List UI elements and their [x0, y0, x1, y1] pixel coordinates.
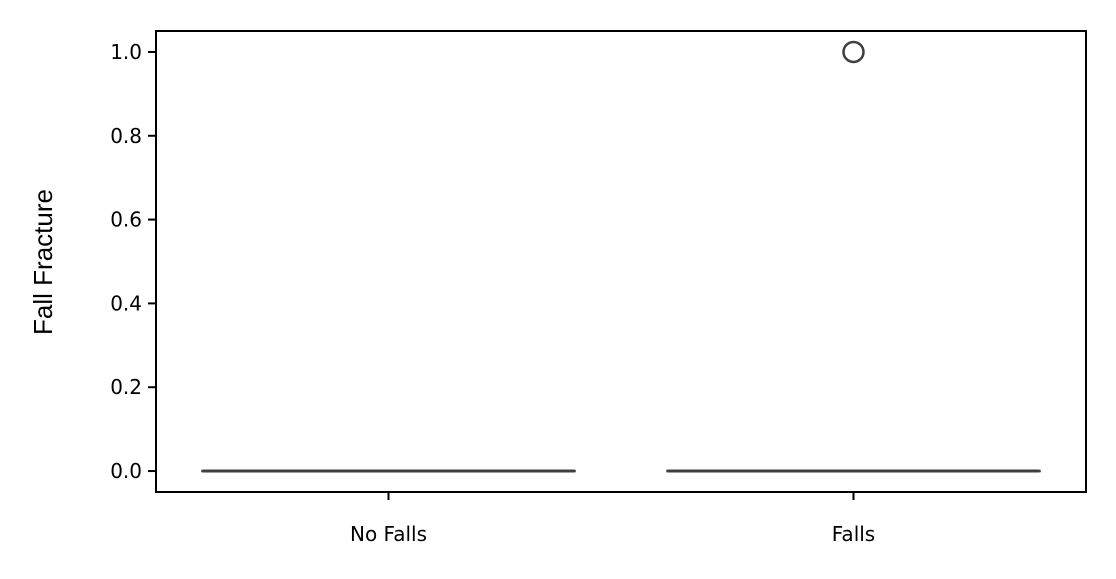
plot-area: [201, 40, 1041, 473]
y-axis: 0.0 0.2 0.4 0.6 0.8 1.0: [110, 40, 156, 483]
x-axis: No Falls Falls: [350, 492, 875, 546]
y-tick-label: 0.8: [110, 124, 142, 148]
y-tick-label: 0.2: [110, 375, 142, 399]
box-falls: [666, 40, 1041, 473]
y-tick-label: 1.0: [110, 40, 142, 64]
y-tick-label: 0.0: [110, 459, 142, 483]
x-tick-label: Falls: [832, 522, 875, 546]
axes-frame: [155, 30, 1087, 493]
y-axis-label: Fall Fracture: [28, 189, 58, 335]
y-tick-label: 0.4: [110, 291, 142, 315]
x-tick-label: No Falls: [350, 522, 427, 546]
outlier-point: [842, 40, 865, 64]
y-tick-label: 0.6: [110, 208, 142, 232]
